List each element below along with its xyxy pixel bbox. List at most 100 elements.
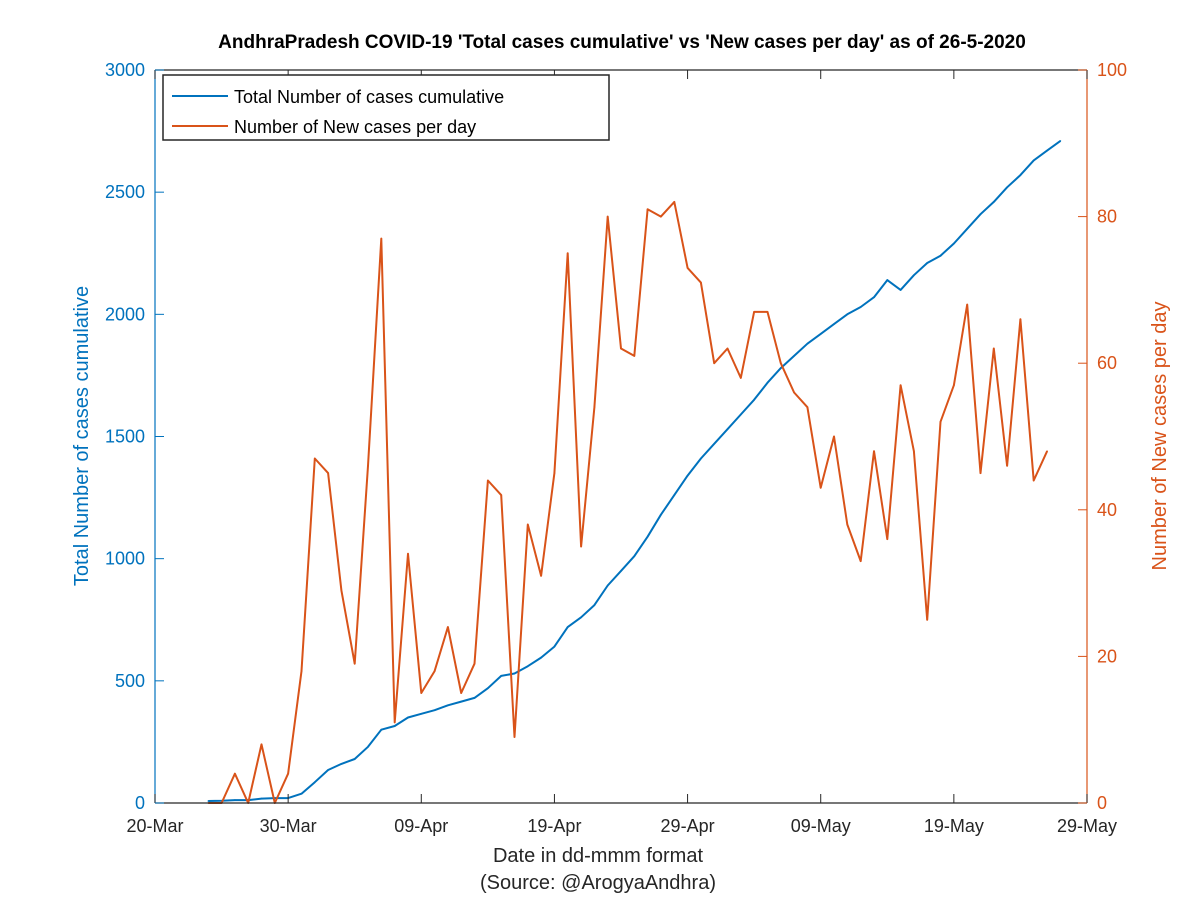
data-point [926, 619, 928, 621]
data-point [660, 215, 662, 218]
legend-label-total: Total Number of cases cumulative [234, 87, 504, 107]
data-point [393, 721, 396, 724]
data-point [646, 208, 649, 211]
data-point [740, 377, 742, 379]
data-point [593, 406, 596, 409]
data-point [793, 355, 795, 357]
data-point [287, 772, 289, 775]
data-point [886, 279, 889, 281]
data-point [833, 323, 835, 325]
data-point [713, 443, 715, 445]
chart-title: AndhraPradesh COVID-19 'Total cases cumu… [218, 32, 1026, 53]
y-right-tick-label: 80 [1097, 207, 1117, 227]
plot-area [207, 140, 1062, 804]
data-point [460, 700, 463, 703]
x-tick-label: 30-Mar [260, 816, 317, 836]
x-axis-source: (Source: @ArogyaAndhra) [480, 872, 716, 894]
data-point [673, 201, 676, 203]
data-point [353, 758, 356, 760]
x-tick-label: 09-May [791, 816, 851, 836]
x-tick-label: 09-Apr [394, 816, 448, 836]
data-point [487, 479, 489, 482]
data-point [260, 797, 263, 800]
data-point [753, 399, 755, 401]
data-point [566, 252, 569, 255]
data-point [766, 311, 769, 313]
x-tick-label: 29-May [1057, 816, 1117, 836]
data-point [473, 697, 476, 699]
data-point [713, 362, 715, 365]
data-point [1046, 149, 1048, 152]
data-point [833, 435, 835, 438]
data-point [513, 672, 516, 675]
data-point [726, 428, 729, 431]
data-point [353, 662, 356, 665]
data-point [966, 303, 968, 306]
data-point [540, 575, 542, 577]
data-point [686, 267, 689, 269]
data-point [433, 709, 436, 711]
y-left-tick-label: 1500 [105, 427, 145, 447]
x-tick-label: 19-Apr [527, 816, 581, 836]
y-left-tick-label: 2500 [105, 182, 145, 202]
data-point [234, 772, 236, 775]
data-point [580, 616, 582, 619]
data-point [500, 494, 503, 496]
y-left-tick-label: 2000 [105, 304, 145, 324]
data-point [1006, 186, 1008, 189]
data-point [726, 347, 729, 350]
data-point [939, 421, 942, 423]
y-left-tick-label: 1000 [105, 549, 145, 569]
data-point [300, 792, 303, 795]
data-point [660, 513, 662, 516]
data-point [407, 553, 409, 555]
data-point [300, 670, 303, 672]
data-point [380, 728, 383, 731]
data-point [753, 311, 755, 313]
data-point [393, 725, 396, 727]
data-point [859, 560, 862, 562]
data-point [913, 450, 915, 453]
data-point [1019, 174, 1022, 176]
data-point [407, 716, 409, 719]
data-point [819, 487, 822, 489]
data-point [673, 494, 676, 496]
y-right-tick-label: 0 [1097, 793, 1107, 813]
data-point [420, 692, 423, 694]
data-point [460, 692, 463, 694]
x-tick-label: 29-Apr [661, 816, 715, 836]
data-point [793, 391, 795, 394]
data-point [380, 237, 383, 240]
data-point [780, 367, 782, 369]
y-left-tick-label: 0 [135, 793, 145, 813]
data-point [939, 254, 942, 257]
y-right-tick-label: 100 [1097, 60, 1127, 80]
data-point [780, 362, 782, 365]
data-point [1006, 465, 1008, 467]
data-point [513, 736, 516, 738]
data-point [340, 763, 343, 765]
data-point [260, 743, 263, 746]
data-point [686, 474, 689, 477]
data-point [527, 523, 529, 526]
data-point [606, 215, 609, 218]
data-point [926, 262, 928, 264]
data-point [447, 704, 449, 707]
data-point [473, 662, 476, 665]
data-point [620, 570, 622, 572]
legend-box [162, 74, 610, 141]
data-point [806, 406, 809, 409]
data-point [899, 289, 902, 291]
legend: Total Number of cases cumulative Number … [162, 74, 610, 141]
data-point [1059, 140, 1062, 142]
data-point [1019, 318, 1022, 321]
y-axis-right-title: Number of New cases per day [1149, 301, 1171, 570]
data-point [953, 384, 955, 387]
data-point [327, 472, 329, 474]
data-point [553, 645, 556, 648]
data-point [593, 604, 596, 606]
data-point [899, 384, 902, 387]
data-point [979, 213, 982, 215]
data-point [1046, 450, 1048, 453]
